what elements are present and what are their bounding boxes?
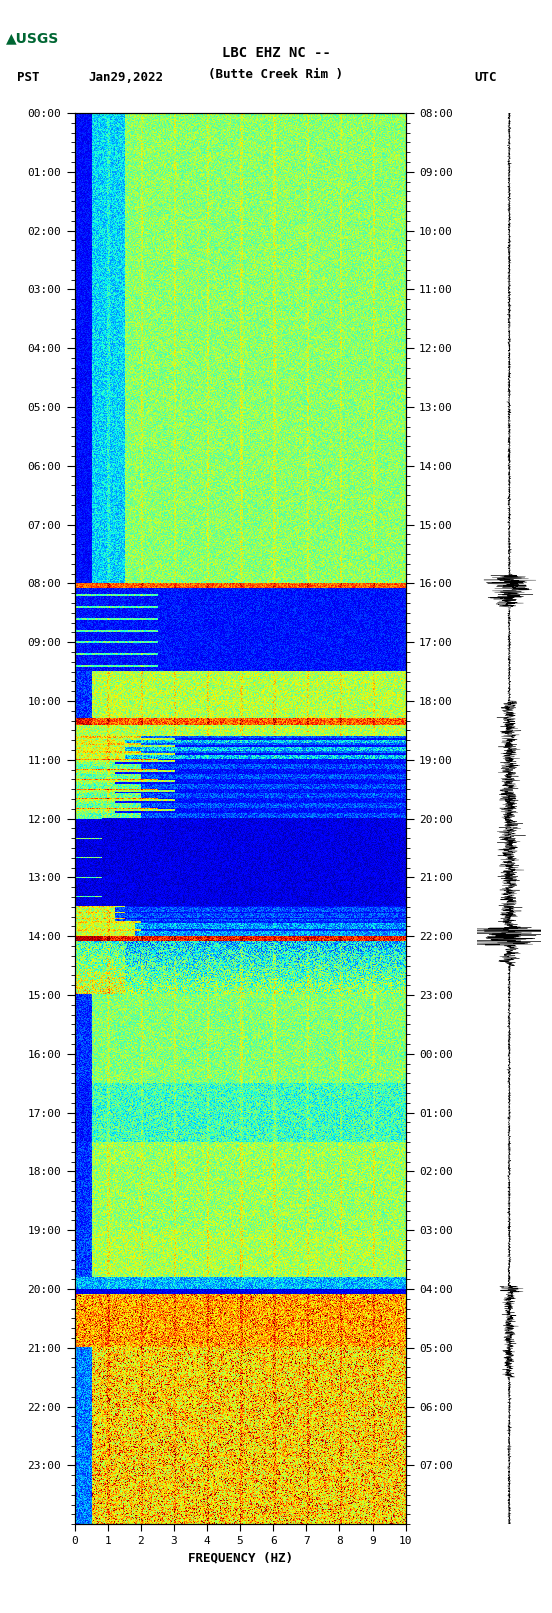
Text: UTC: UTC xyxy=(475,71,497,84)
Text: PST: PST xyxy=(17,71,39,84)
X-axis label: FREQUENCY (HZ): FREQUENCY (HZ) xyxy=(188,1552,293,1565)
Text: Jan29,2022: Jan29,2022 xyxy=(88,71,163,84)
Text: LBC EHZ NC --: LBC EHZ NC -- xyxy=(221,47,331,60)
Text: (Butte Creek Rim ): (Butte Creek Rim ) xyxy=(209,68,343,81)
Text: ▲USGS: ▲USGS xyxy=(6,32,59,45)
